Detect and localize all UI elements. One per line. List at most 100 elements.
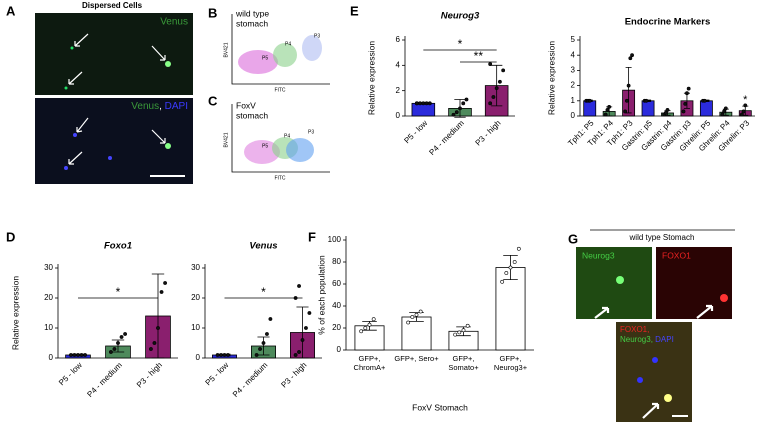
x-tick-label: P5 - low bbox=[57, 360, 84, 387]
data-point bbox=[297, 284, 301, 288]
data-point bbox=[461, 328, 466, 333]
data-point bbox=[683, 101, 688, 106]
data-point bbox=[644, 98, 649, 103]
y-tick-label: 5 bbox=[571, 35, 576, 44]
cell bbox=[165, 61, 171, 67]
error-bar bbox=[625, 66, 632, 114]
cell bbox=[616, 276, 624, 284]
significance-label: * bbox=[458, 37, 463, 51]
gate-label: P5 bbox=[262, 143, 268, 149]
y-tick-label: 6 bbox=[396, 35, 401, 44]
chart-title: Venus bbox=[249, 241, 277, 252]
y-tick-label: 2 bbox=[571, 81, 576, 90]
y-tick-label: 2 bbox=[396, 86, 401, 95]
data-point bbox=[414, 101, 419, 106]
micrograph bbox=[576, 247, 652, 319]
bar bbox=[699, 100, 713, 117]
chart-title: Neurog3 bbox=[441, 11, 480, 22]
data-point bbox=[79, 353, 84, 357]
stain-label: Venus bbox=[131, 101, 159, 112]
cell bbox=[664, 394, 672, 402]
y-tick-label: 20 bbox=[44, 293, 53, 302]
gate-label: P3 bbox=[314, 33, 320, 39]
data-point bbox=[307, 311, 312, 315]
data-point bbox=[219, 353, 223, 357]
plot-label: stomach bbox=[236, 110, 268, 120]
data-point bbox=[109, 350, 113, 354]
x-tick-label: P5 - low bbox=[402, 118, 429, 145]
y-tick-label: 0 bbox=[396, 111, 401, 120]
bar bbox=[401, 316, 432, 351]
data-point bbox=[720, 112, 725, 117]
data-point bbox=[626, 83, 631, 88]
plot-label: stomach bbox=[236, 18, 268, 28]
data-point bbox=[159, 290, 164, 294]
data-point bbox=[491, 95, 496, 99]
error-bar bbox=[296, 306, 309, 359]
data-point bbox=[454, 110, 459, 115]
data-point bbox=[76, 353, 80, 357]
arrows bbox=[68, 33, 166, 165]
micrograph bbox=[616, 322, 692, 422]
cell bbox=[720, 294, 728, 302]
data-point bbox=[156, 326, 160, 330]
x-axis-label: FoxV Stomach bbox=[412, 402, 468, 412]
data-point bbox=[628, 56, 633, 61]
x-tick-label: P4 - medium bbox=[85, 360, 124, 399]
stain-label: Neurog3, bbox=[620, 335, 653, 344]
data-point bbox=[498, 79, 502, 84]
y-tick-label: 10 bbox=[191, 323, 200, 332]
y-axis-label: Relative expression bbox=[10, 276, 20, 350]
data-point bbox=[665, 108, 670, 112]
bar bbox=[583, 100, 597, 117]
micrograph bbox=[656, 247, 732, 319]
data-point bbox=[494, 86, 499, 91]
error-bar bbox=[151, 273, 165, 359]
data-point bbox=[739, 112, 744, 117]
flow-plot: FoxV stomach BV421 FITC P5 P4 P3 bbox=[223, 100, 330, 181]
significance-label: ** bbox=[474, 49, 484, 63]
data-point bbox=[681, 109, 686, 114]
x-tick-label: GFP+, Somato+ bbox=[448, 354, 479, 372]
data-point bbox=[464, 97, 469, 102]
significance-label: * bbox=[116, 285, 121, 299]
x-tick-label-box: GFP+, ChromA+ bbox=[353, 354, 386, 372]
stain-label: FOXO1 bbox=[662, 250, 691, 260]
data-point bbox=[152, 341, 157, 345]
data-point bbox=[686, 86, 691, 91]
y-tick-label: 0 bbox=[49, 353, 54, 362]
panel-title: wild type Stomach bbox=[629, 233, 695, 242]
stain-label: FOXO1, bbox=[620, 325, 649, 334]
data-point bbox=[116, 341, 120, 345]
y-tick-label: 30 bbox=[191, 263, 200, 272]
data-point bbox=[512, 260, 517, 264]
y-tick-label: 1 bbox=[571, 96, 576, 105]
data-point bbox=[722, 109, 727, 114]
plot-label: wild type bbox=[235, 8, 269, 18]
flow-plot: wild type stomach BV421 FITC P5 P4 P3 bbox=[223, 8, 330, 93]
annotation: * bbox=[743, 94, 748, 106]
stain-label: Neurog3, DAPI bbox=[620, 335, 674, 344]
gate-label: P3 bbox=[308, 129, 314, 135]
stain-label: Neurog3 bbox=[582, 250, 615, 260]
data-point bbox=[297, 350, 301, 354]
panel-letter: D bbox=[6, 229, 15, 244]
y-tick-label: 20 bbox=[332, 323, 341, 332]
data-point bbox=[119, 335, 124, 339]
data-point bbox=[222, 353, 227, 357]
x-tick-label: GFP+, ChromA+ bbox=[353, 354, 386, 372]
panel-letter: C bbox=[208, 93, 218, 108]
data-point bbox=[488, 62, 493, 66]
y-tick-label: 3 bbox=[571, 66, 576, 75]
gate-label: P4 bbox=[285, 41, 291, 47]
data-point bbox=[163, 281, 167, 285]
data-point bbox=[261, 341, 266, 345]
data-point bbox=[371, 317, 376, 322]
cell bbox=[108, 156, 112, 160]
panel-letter: E bbox=[350, 3, 359, 18]
gate-label: P4 bbox=[284, 133, 290, 139]
micrograph bbox=[35, 13, 193, 95]
x-tick-label: GFP+, Neurog3+ bbox=[493, 354, 528, 372]
y-tick-label: 4 bbox=[571, 50, 576, 59]
data-point bbox=[254, 353, 259, 357]
